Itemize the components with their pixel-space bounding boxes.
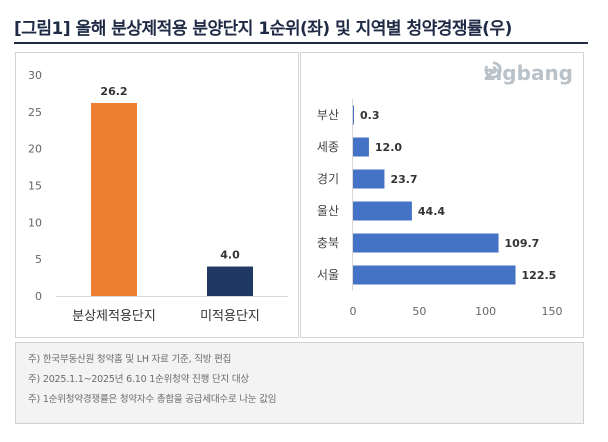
y-tick-label: 0: [35, 290, 42, 303]
left-chart-panel: 0 5 10 15 20 25 30 26.2 분상제적용단지 4.0 미적용단지: [15, 52, 299, 338]
bar-value-label: 26.2: [100, 85, 127, 98]
left-bar-chart: 0 5 10 15 20 25 30 26.2 분상제적용단지 4.0 미적용단지: [28, 69, 288, 324]
y-tick-label: 5: [35, 253, 42, 266]
y-category-label: 충북: [317, 236, 339, 250]
figure-title: [그림1] 올해 분상제적용 분양단지 1순위(좌) 및 지역별 청약경쟁률(우…: [14, 19, 512, 39]
hbar-value-label: 44.4: [418, 205, 445, 218]
y-tick-label: 30: [28, 69, 42, 82]
zigbang-logo-icon: [484, 61, 502, 79]
hbar-value-label: 23.7: [390, 173, 417, 186]
x-tick-label: 0: [350, 305, 357, 318]
y-tick-label: 25: [28, 106, 42, 119]
hbar-2: [353, 137, 369, 157]
footnotes-box: 주) 한국부동산원 청약홈 및 LH 자료 기준, 직방 편집 주) 2025.…: [15, 342, 584, 424]
hbar-4: [353, 201, 412, 221]
y-category-label: 서울: [317, 268, 339, 282]
y-category-label: 부산: [317, 108, 339, 122]
x-tick-label: 100: [475, 305, 496, 318]
hbar-1: [353, 105, 354, 125]
right-chart-panel: 0.3 부산 12.0 세종 23.7 경기 44.4 울산 109.7 충북 122.5 서울 0 50…: [300, 52, 584, 338]
hbar-5: [353, 233, 499, 253]
bar-value-label: 4.0: [220, 249, 240, 262]
zigbang-logo: zigbang: [484, 61, 573, 85]
hbar-3: [353, 169, 385, 189]
y-category-label: 울산: [317, 204, 339, 218]
hbar-6: [353, 265, 516, 285]
bar-2: [207, 266, 253, 296]
y-category-label: 경기: [317, 172, 339, 186]
y-tick-label: 20: [28, 143, 42, 156]
y-tick-label: 10: [28, 216, 42, 229]
x-tick-label: 150: [542, 305, 563, 318]
hbar-value-label: 109.7: [505, 237, 540, 250]
hbar-value-label: 12.0: [375, 141, 402, 154]
hbar-value-label: 122.5: [522, 269, 557, 282]
x-category-label: 분상제적용단지: [72, 309, 156, 324]
y-tick-label: 15: [28, 180, 42, 193]
hbar-value-label: 0.3: [360, 109, 380, 122]
y-category-label: 세종: [317, 140, 339, 154]
footnote-period: 주) 2025.1.1~2025년 6.10 1순위청약 진행 단지 대상: [28, 374, 249, 385]
footnote-source: 주) 한국부동산원 청약홈 및 LH 자료 기준, 직방 편집: [28, 354, 232, 365]
x-category-label: 미적용단지: [200, 309, 260, 324]
title-underline: [14, 42, 588, 44]
bar-1: [91, 102, 137, 296]
footnote-definition: 주) 1순위청약경쟁률은 청약자수 총합을 공급세대수로 나눈 값임: [28, 394, 277, 405]
x-tick-label: 50: [412, 305, 426, 318]
right-bar-chart: 0.3 부산 12.0 세종 23.7 경기 44.4 울산 109.7 충북 122.5 서울 0 50…: [317, 99, 563, 318]
